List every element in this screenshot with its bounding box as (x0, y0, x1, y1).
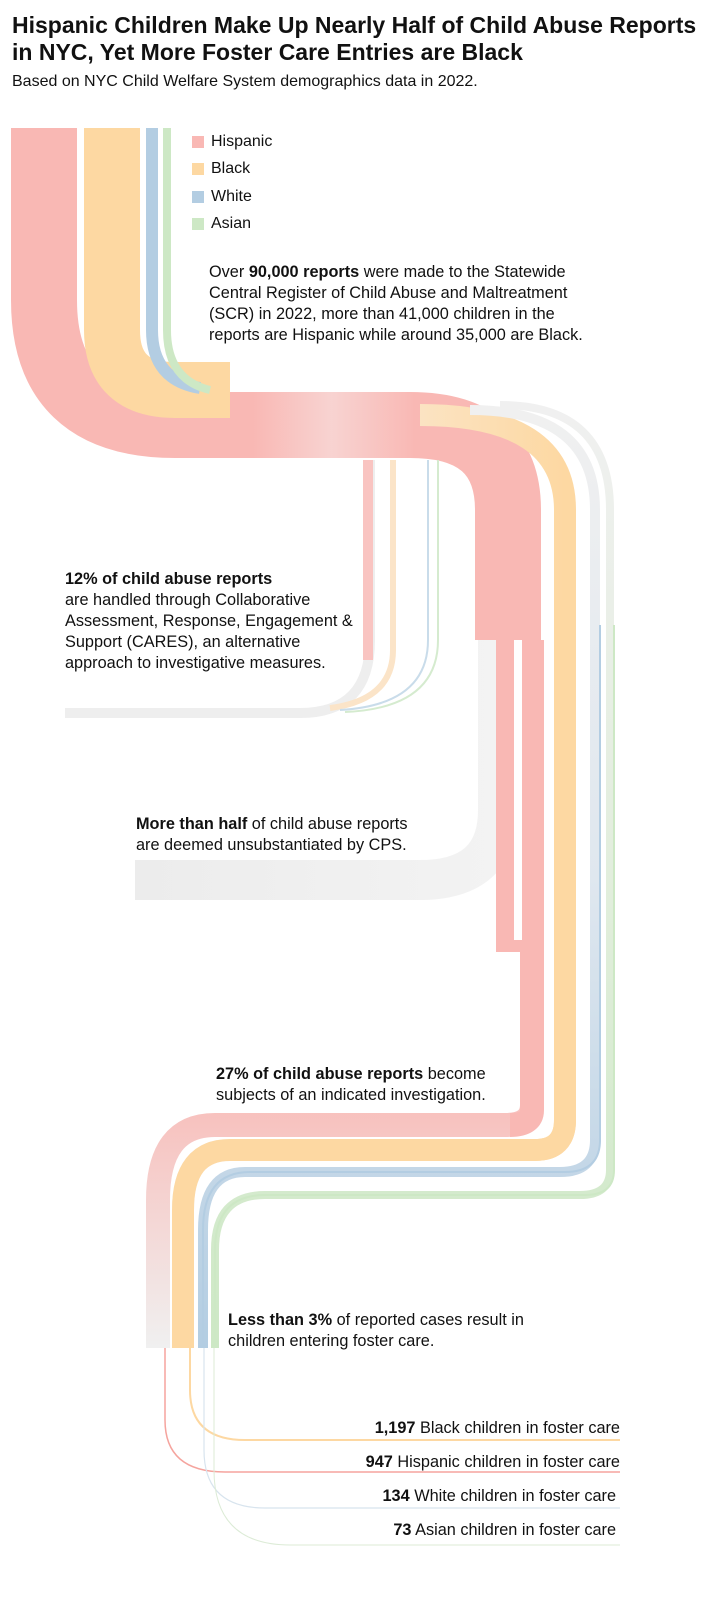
annotation-emphasis: 90,000 reports (248, 263, 360, 281)
annotation-emphasis: Less than 3% (228, 1311, 333, 1329)
white-flow-right-thin (202, 625, 601, 1348)
asian-cares-branch (344, 460, 439, 713)
legend-item-white: White (192, 183, 272, 211)
annotation-indicated: 27% of child abuse reports become subjec… (216, 1064, 516, 1106)
asian-flow (163, 128, 212, 394)
white-foster-line (203, 1348, 620, 1509)
annotation-text: of reported cases result in children ent… (228, 1311, 524, 1350)
foster-label: White children in foster care (414, 1487, 616, 1505)
annotation-text: of child abuse reports are deemed unsubs… (136, 815, 408, 854)
legend-swatch (192, 190, 204, 203)
legend-label: Hispanic (211, 132, 273, 150)
chart-subtitle: Based on NYC Child Welfare System demogr… (12, 73, 478, 90)
annotation-text: are handled through Collaborative Assess… (65, 591, 353, 672)
annotation-unsubstantiated: More than half of child abuse reports ar… (136, 814, 426, 856)
chart-title: Hispanic Children Make Up Nearly Half of… (12, 12, 697, 65)
legend-swatch (192, 218, 204, 231)
annotation-text: Over (209, 263, 249, 281)
black-flow (84, 128, 230, 418)
annotation-emphasis: 27% of child abuse reports (216, 1065, 424, 1083)
annotation-reports: Over 90,000 reports were made to the Sta… (209, 262, 589, 346)
asian-foster-line (213, 1348, 620, 1546)
foster-label: Black children in foster care (420, 1419, 620, 1437)
legend-swatch (192, 163, 204, 176)
foster-care-white: 134 White children in foster care (383, 1487, 617, 1506)
annotation-text: become subjects of an indicated investig… (216, 1065, 486, 1104)
legend: Hispanic Black White Asian (192, 128, 272, 238)
foster-count: 73 (393, 1521, 412, 1539)
foster-care-asian: 73 Asian children in foster care (393, 1521, 616, 1540)
annotation-foster: Less than 3% of reported cases result in… (228, 1310, 543, 1352)
annotation-text: were made to the Statewide Central Regis… (209, 263, 583, 344)
hispanic-flow-top (11, 128, 541, 640)
asian-flow-right-thin (214, 625, 615, 1348)
legend-item-asian: Asian (192, 211, 272, 239)
annotation-emphasis: 12% of child abuse reports (65, 570, 273, 588)
legend-swatch (192, 135, 204, 148)
white-cares-branch (339, 460, 429, 711)
legend-label: White (211, 187, 252, 205)
foster-count: 134 (382, 1487, 410, 1505)
hispanic-flow-mid2 (509, 640, 544, 1137)
foster-label: Hispanic children in foster care (397, 1453, 620, 1471)
legend-item-hispanic: Hispanic (192, 128, 272, 156)
foster-count: 1,197 (374, 1419, 416, 1437)
foster-care-black: 1,197 Black children in foster care (375, 1419, 620, 1438)
black-flow-right-solid (172, 600, 576, 1348)
flow-gap (514, 640, 522, 940)
foster-count: 947 (365, 1453, 393, 1471)
hispanic-foster-line (164, 1348, 620, 1473)
annotation-cares: 12% of child abuse reports are handled th… (65, 569, 370, 674)
black-cares-branch (329, 460, 396, 711)
foster-label: Asian children in foster care (415, 1521, 616, 1539)
legend-label: Asian (211, 215, 252, 233)
foster-care-hispanic: 947 Hispanic children in foster care (366, 1453, 620, 1472)
annotation-emphasis: More than half (136, 815, 248, 833)
legend-item-black: Black (192, 156, 272, 184)
legend-label: Black (211, 160, 251, 178)
